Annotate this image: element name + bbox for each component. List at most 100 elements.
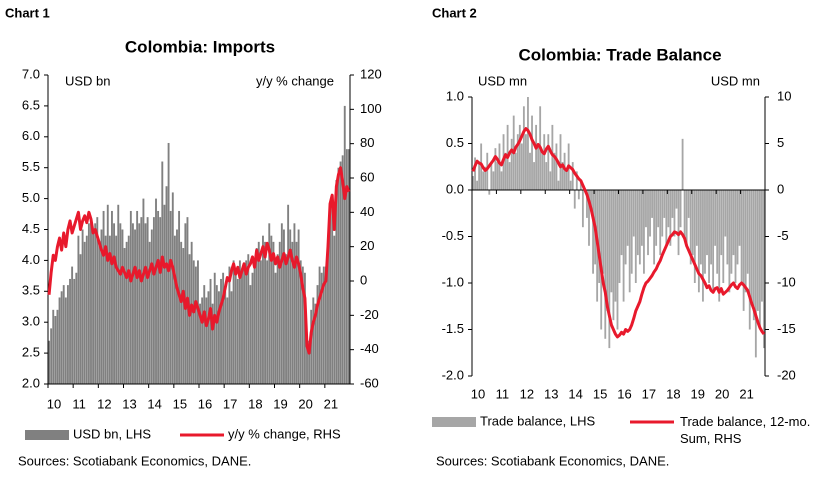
bar — [224, 291, 227, 384]
y2-tick-label: 40 — [360, 204, 374, 219]
bar — [667, 190, 670, 228]
y2-tick-label: 0 — [777, 181, 784, 196]
bar — [234, 272, 237, 384]
bar — [606, 190, 609, 311]
y2-tick-label: 20 — [360, 238, 374, 253]
bar — [280, 223, 283, 384]
bar — [657, 190, 660, 228]
y2-axis-label: y/y % change — [256, 73, 334, 88]
bar — [673, 190, 676, 237]
x-tick-label: 10 — [47, 396, 61, 411]
bar — [253, 260, 256, 384]
bar — [712, 190, 715, 293]
x-tick-label: 12 — [97, 396, 111, 411]
bar — [182, 248, 185, 384]
bar — [140, 217, 143, 384]
bar — [750, 190, 753, 302]
bar — [484, 166, 487, 190]
bar — [345, 149, 348, 384]
bar — [98, 241, 101, 384]
bar — [738, 190, 741, 246]
bar — [297, 229, 300, 384]
bar — [494, 148, 497, 190]
bar — [702, 190, 704, 302]
bar — [295, 241, 298, 384]
bar — [314, 303, 317, 384]
y-tick-label: -0.5 — [442, 228, 464, 243]
bar — [52, 309, 55, 384]
bar — [590, 190, 592, 209]
bar — [245, 260, 248, 384]
y-tick-label: 4.5 — [22, 221, 40, 236]
bar — [752, 190, 755, 321]
bar — [157, 210, 160, 384]
bar — [612, 190, 615, 321]
bar — [695, 190, 698, 246]
bar — [525, 134, 527, 190]
bar — [188, 254, 191, 384]
chart-label: Chart 1 — [5, 5, 50, 20]
y-tick-label: 6.0 — [22, 128, 40, 143]
bar — [96, 217, 99, 384]
bar — [102, 210, 105, 384]
bar — [761, 190, 763, 302]
bar — [220, 278, 222, 384]
bar — [565, 171, 568, 190]
bar — [125, 241, 128, 384]
bar — [604, 190, 607, 339]
y2-tick-label: 0 — [360, 272, 367, 287]
bar — [257, 241, 260, 384]
bar — [119, 223, 122, 384]
x-tick-label: 21 — [739, 386, 753, 401]
bar — [199, 303, 201, 384]
bar — [482, 171, 485, 190]
bar — [241, 272, 243, 384]
y-tick-label: 2.0 — [22, 375, 40, 390]
line — [471, 127, 766, 339]
bar — [85, 235, 88, 384]
x-tick-label: 19 — [273, 396, 287, 411]
bar — [159, 217, 162, 384]
bar — [748, 190, 751, 330]
bar — [58, 297, 61, 384]
bar — [645, 190, 647, 228]
bar — [190, 241, 193, 384]
bar — [161, 161, 164, 384]
bar — [679, 190, 682, 228]
bar — [209, 278, 212, 384]
bar — [90, 223, 92, 384]
y2-tick-label: -20 — [777, 367, 796, 382]
bar — [207, 291, 210, 384]
bar — [146, 217, 149, 384]
bar — [559, 134, 562, 190]
bar — [243, 266, 246, 384]
x-tick-label: 14 — [147, 396, 161, 411]
bar — [205, 297, 208, 384]
y-tick-label: 2.5 — [22, 345, 40, 360]
bar — [104, 235, 107, 384]
bar — [547, 134, 550, 190]
bar — [655, 190, 658, 246]
bar — [343, 105, 346, 385]
y-tick-label: 3.5 — [22, 283, 40, 298]
bar — [121, 229, 124, 384]
bar — [522, 106, 525, 190]
bar — [123, 248, 126, 384]
bar — [73, 278, 76, 384]
x-tick-label: 13 — [544, 386, 558, 401]
y2-tick-label: 60 — [360, 169, 374, 184]
y-tick-label: 0.5 — [446, 135, 464, 150]
bar — [730, 190, 733, 274]
source-note: Sources: Scotiabank Economics, DANE. — [18, 453, 251, 468]
bar — [710, 190, 712, 265]
bar — [331, 204, 334, 384]
bar — [706, 190, 708, 256]
bar — [518, 124, 521, 190]
bar — [488, 190, 491, 195]
bar — [138, 223, 141, 384]
bar — [598, 190, 601, 283]
bar — [722, 190, 725, 283]
bar — [622, 190, 625, 302]
bar — [60, 291, 63, 384]
